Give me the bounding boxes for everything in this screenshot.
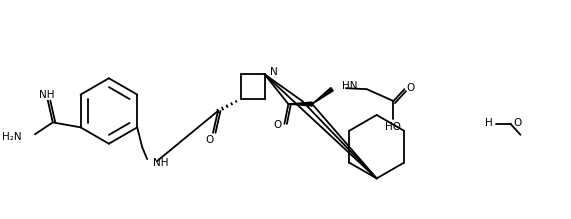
Text: HO: HO [385, 122, 401, 132]
Text: O: O [406, 83, 415, 93]
Text: N: N [270, 67, 278, 77]
Text: O: O [513, 118, 521, 128]
Text: HN: HN [342, 81, 357, 91]
Polygon shape [288, 102, 312, 106]
Text: NH: NH [153, 158, 168, 168]
Text: H: H [485, 118, 493, 128]
Text: O: O [205, 135, 213, 145]
Text: NH: NH [39, 90, 55, 100]
Text: H₂N: H₂N [2, 132, 22, 142]
Polygon shape [312, 88, 333, 104]
Text: O: O [274, 120, 282, 130]
